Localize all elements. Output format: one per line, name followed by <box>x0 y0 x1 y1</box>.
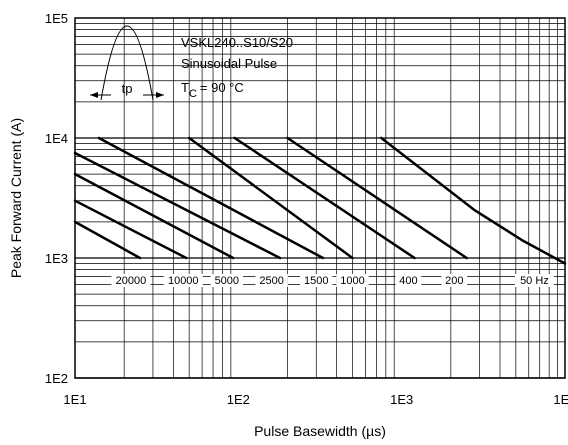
pulse-inset: tp <box>90 25 164 101</box>
y-tick-label: 1E5 <box>45 11 68 26</box>
series-label: 1500 <box>304 275 328 287</box>
curve <box>286 136 468 260</box>
grid <box>75 18 565 379</box>
series-label: 50 Hz <box>520 275 549 287</box>
series-label-bg <box>210 274 244 287</box>
sine-pulse-shape <box>100 25 154 101</box>
x-tick-label: 1E2 <box>227 392 250 407</box>
y-tick-label: 1E3 <box>45 251 68 266</box>
title-line-2: Sinusoidal Pulse <box>181 56 277 71</box>
curves <box>73 136 567 265</box>
series-label: 1000 <box>340 275 364 287</box>
case-temperature: TC = 90 °C <box>181 80 244 100</box>
curve <box>187 136 354 260</box>
plot-frame <box>74 17 566 379</box>
temp-value: = 90 °C <box>200 80 244 95</box>
series-label: 200 <box>445 275 463 287</box>
series-label: 5000 <box>215 275 239 287</box>
series-label-bg <box>163 274 203 287</box>
x-tick-labels: 1E1 1E2 1E3 1E4 <box>63 392 568 407</box>
y-tick-label: 1E4 <box>45 131 68 146</box>
curve <box>380 136 567 265</box>
series-label: 20000 <box>116 275 147 287</box>
curve <box>73 151 282 260</box>
series-label-bg <box>255 274 288 287</box>
curve <box>73 172 235 260</box>
series-label-bg <box>514 274 554 287</box>
temp-subscript: C <box>189 88 197 100</box>
tp-arrow-head-right <box>156 92 164 98</box>
x-tick-label: 1E4 <box>553 392 568 407</box>
y-axis-label: Peak Forward Current (A) <box>8 118 24 278</box>
x-tick-label: 1E1 <box>63 392 86 407</box>
title-line-1: VSKL240..S10/S20 <box>181 35 293 50</box>
series-labels: 20000 10000 5000 2500 1500 1000 400 200 50 Hz <box>111 274 554 287</box>
series-label-bg <box>336 274 369 287</box>
temp-prefix: T <box>181 80 189 95</box>
series-label: 2500 <box>259 275 283 287</box>
series-label-bg <box>300 274 333 287</box>
curve <box>73 199 188 260</box>
tp-arrow-head-left <box>90 92 98 98</box>
series-label: 10000 <box>168 275 199 287</box>
y-tick-labels: 1E2 1E3 1E4 1E5 <box>45 11 68 386</box>
series-label: 400 <box>399 275 417 287</box>
chart-title: VSKL240..S10/S20 Sinusoidal Pulse TC = 90… <box>181 35 293 100</box>
x-axis-label: Pulse Basewidth (µs) <box>254 423 386 439</box>
curve <box>73 220 142 260</box>
x-tick-label: 1E3 <box>390 392 413 407</box>
series-label-bg <box>111 274 151 287</box>
inset-label: tp <box>122 81 133 96</box>
series-label-bg <box>441 274 468 287</box>
series-label-bg <box>395 274 422 287</box>
y-tick-label: 1E2 <box>45 371 68 386</box>
curve <box>233 136 416 260</box>
curve <box>97 136 325 260</box>
